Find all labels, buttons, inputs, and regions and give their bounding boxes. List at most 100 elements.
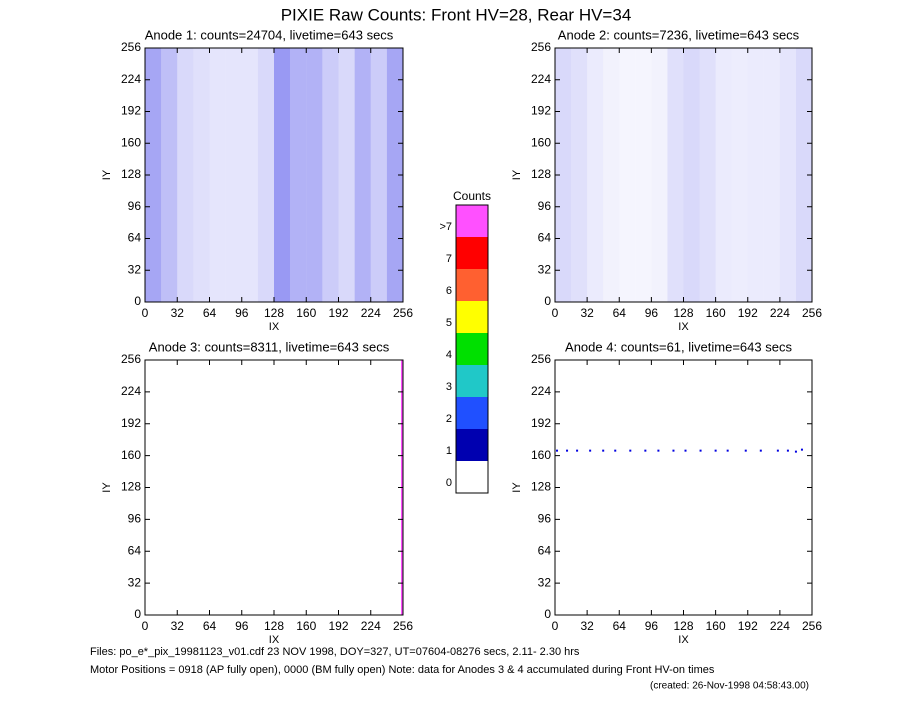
density-band xyxy=(306,48,323,302)
y-tick-label: 256 xyxy=(121,352,141,366)
y-tick-label: 64 xyxy=(538,231,552,245)
count-point xyxy=(629,449,632,452)
colorbar-label: 7 xyxy=(446,253,452,265)
density-band xyxy=(731,48,748,302)
y-tick-label: 128 xyxy=(121,167,141,181)
y-tick-label: 160 xyxy=(121,448,141,462)
y-tick-label: 32 xyxy=(538,262,552,276)
colorbar-swatch xyxy=(456,237,488,269)
density-band xyxy=(257,48,274,302)
x-tick-label: 256 xyxy=(393,306,413,320)
y-tick-label: 224 xyxy=(531,384,551,398)
x-tick-label: 128 xyxy=(673,619,693,633)
y-tick-label: 0 xyxy=(134,294,141,308)
density-band xyxy=(193,48,210,302)
y-axis-label: IY xyxy=(511,482,523,493)
y-tick-label: 256 xyxy=(531,40,551,54)
density-band xyxy=(587,48,604,302)
y-tick-label: 224 xyxy=(121,72,141,86)
y-tick-label: 224 xyxy=(531,72,551,86)
colorbar-swatch xyxy=(456,333,488,365)
x-tick-label: 192 xyxy=(738,306,758,320)
footer-line: (created: 26-Nov-1998 04:58:43.00) xyxy=(650,681,809,692)
x-tick-label: 96 xyxy=(235,306,249,320)
x-tick-label: 128 xyxy=(673,306,693,320)
x-tick-label: 64 xyxy=(203,306,217,320)
panel-title: Anode 1: counts=24704, livetime=643 secs xyxy=(145,27,394,42)
y-tick-label: 32 xyxy=(128,262,142,276)
density-band xyxy=(683,48,700,302)
count-point xyxy=(699,449,702,452)
y-tick-label: 128 xyxy=(531,480,551,494)
colorbar-frame xyxy=(455,204,489,494)
density-band xyxy=(322,48,339,302)
count-point xyxy=(556,449,559,452)
y-axis-label: IY xyxy=(511,169,523,180)
x-tick-label: 32 xyxy=(171,306,185,320)
x-tick-label: 32 xyxy=(580,619,594,633)
y-tick-label: 192 xyxy=(121,416,141,430)
x-tick-label: 0 xyxy=(142,306,149,320)
y-tick-label: 160 xyxy=(531,135,551,149)
density-band xyxy=(651,48,668,302)
y-tick-label: 0 xyxy=(544,607,551,621)
density-band xyxy=(619,48,636,302)
x-tick-label: 128 xyxy=(264,619,284,633)
count-point xyxy=(566,449,569,452)
colorbar-swatch xyxy=(456,269,488,301)
x-tick-label: 256 xyxy=(393,619,413,633)
y-tick-label: 64 xyxy=(128,543,142,557)
y-tick-label: 192 xyxy=(121,104,141,118)
count-point xyxy=(744,449,747,452)
density-band xyxy=(177,48,194,302)
x-tick-label: 32 xyxy=(580,306,594,320)
count-point xyxy=(644,449,647,452)
x-tick-label: 64 xyxy=(613,306,627,320)
x-tick-label: 160 xyxy=(706,619,726,633)
y-tick-label: 192 xyxy=(531,104,551,118)
panel-title: Anode 3: counts=8311, livetime=643 secs xyxy=(149,339,390,354)
count-point xyxy=(602,449,605,452)
x-tick-label: 224 xyxy=(361,306,381,320)
count-point xyxy=(794,450,797,453)
count-point xyxy=(684,449,687,452)
x-tick-label: 96 xyxy=(645,306,659,320)
y-tick-label: 96 xyxy=(128,199,142,213)
x-tick-label: 128 xyxy=(264,306,284,320)
density-band xyxy=(338,48,355,302)
y-tick-label: 64 xyxy=(128,231,142,245)
x-tick-label: 0 xyxy=(552,306,559,320)
density-band xyxy=(779,48,796,302)
y-axis-label: IY xyxy=(101,169,113,180)
y-tick-label: 256 xyxy=(121,40,141,54)
x-tick-label: 160 xyxy=(296,306,316,320)
y-tick-label: 96 xyxy=(538,512,552,526)
y-tick-label: 96 xyxy=(538,199,552,213)
density-band xyxy=(354,48,371,302)
count-point xyxy=(589,449,592,452)
y-tick-label: 192 xyxy=(531,416,551,430)
y-tick-label: 32 xyxy=(128,575,142,589)
x-axis-label: IX xyxy=(678,321,689,333)
count-point xyxy=(672,449,675,452)
count-point xyxy=(714,449,717,452)
panel-title: Anode 2: counts=7236, livetime=643 secs xyxy=(558,27,800,42)
density-band xyxy=(274,48,291,302)
x-tick-label: 0 xyxy=(552,619,559,633)
density-band xyxy=(763,48,780,302)
y-tick-label: 128 xyxy=(531,167,551,181)
density-band xyxy=(699,48,716,302)
count-point xyxy=(800,448,803,451)
x-tick-label: 32 xyxy=(171,619,185,633)
colorbar-label: 1 xyxy=(446,445,452,457)
colorbar-swatch xyxy=(456,301,488,333)
x-axis-label: IX xyxy=(678,634,689,646)
colorbar-label: 3 xyxy=(446,381,452,393)
density-band xyxy=(603,48,620,302)
x-tick-label: 192 xyxy=(738,619,758,633)
colorbar-swatch xyxy=(456,397,488,429)
colorbar-swatch xyxy=(456,365,488,397)
density-band xyxy=(370,48,387,302)
x-axis-label: IX xyxy=(269,321,280,333)
